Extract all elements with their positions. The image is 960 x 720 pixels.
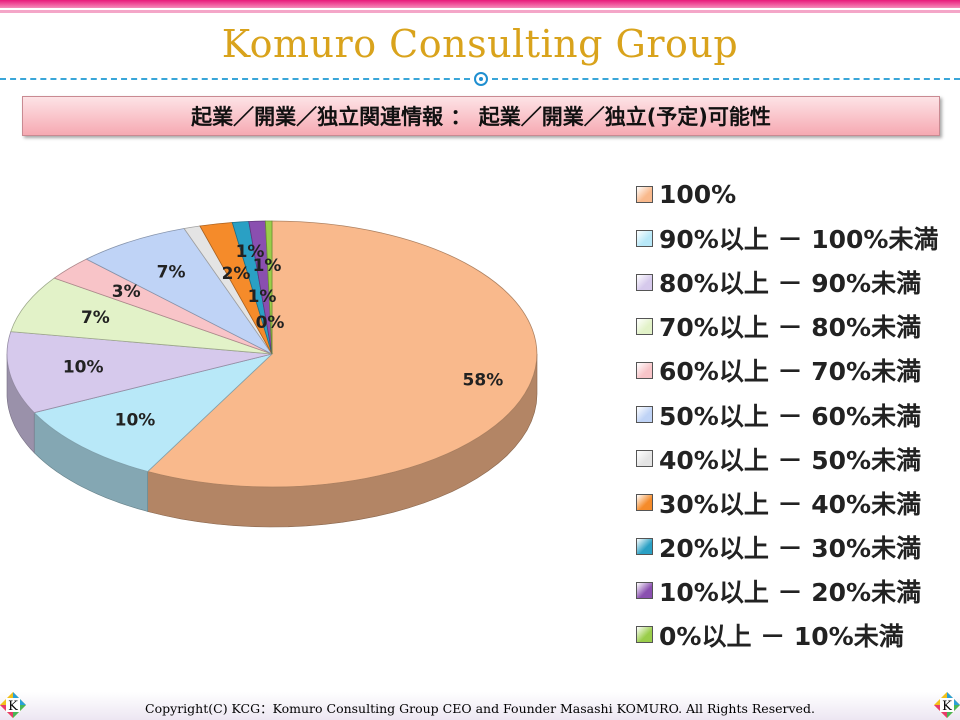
copyright-text: Copyright(C) KCG：Komuro Consulting Group… bbox=[145, 701, 815, 716]
data-label-2: 10% bbox=[63, 358, 104, 378]
legend-swatch-2 bbox=[636, 273, 653, 291]
legend-item-5: 50%以上 － 60%未満 bbox=[636, 392, 958, 436]
legend-label-1: 90%以上 － 100%未満 bbox=[659, 225, 939, 255]
pie-slice-5 bbox=[85, 228, 273, 355]
legend-item-0: 100% bbox=[636, 172, 958, 216]
legend-swatch-8 bbox=[636, 538, 653, 556]
legend-label-7: 30%以上 － 40%未満 bbox=[659, 489, 922, 519]
legend-label-2: 80%以上 － 90%未満 bbox=[659, 269, 922, 299]
data-label-10: 0% bbox=[256, 313, 285, 333]
top-stripe bbox=[0, 0, 960, 8]
data-label-3: 7% bbox=[81, 308, 110, 328]
k-logo-right: K bbox=[934, 692, 960, 718]
legend-swatch-0 bbox=[636, 185, 653, 203]
legend-item-3: 70%以上 － 80%未満 bbox=[636, 304, 958, 348]
divider-dot-icon bbox=[474, 72, 488, 86]
legend-item-8: 20%以上 － 30%未満 bbox=[636, 525, 958, 569]
legend-item-7: 30%以上 － 40%未満 bbox=[636, 481, 958, 525]
pie-sides bbox=[6, 353, 538, 528]
legend-item-9: 10%以上 － 20%未満 bbox=[636, 569, 958, 613]
k-logo-left: K bbox=[0, 692, 26, 718]
legend-swatch-1 bbox=[636, 229, 653, 247]
pie-tops bbox=[6, 220, 538, 488]
legend-item-6: 40%以上 － 50%未満 bbox=[636, 437, 958, 481]
data-label-4: 3% bbox=[112, 282, 141, 302]
data-label-9: 1% bbox=[248, 287, 277, 307]
legend-item-10: 0%以上 － 10%未満 bbox=[636, 613, 958, 657]
k-logo-letter: K bbox=[942, 699, 952, 714]
title-divider-left bbox=[0, 78, 470, 80]
pie-labels: 58%10%10%7%3%7%1%2% 1%1%0% bbox=[63, 242, 503, 431]
chart-legend: 100% 90%以上 － 100%未満 80%以上 － 90%未満 70%以上 － 8… bbox=[636, 172, 958, 657]
legend-swatch-5 bbox=[636, 406, 653, 424]
brand-title: Komuro Consulting Group bbox=[221, 22, 739, 66]
legend-item-4: 60%以上 － 70%未満 bbox=[636, 348, 958, 392]
legend-label-4: 60%以上 － 70%未満 bbox=[659, 357, 922, 387]
legend-label-8: 20%以上 － 30%未満 bbox=[659, 533, 922, 563]
k-logo-letter: K bbox=[8, 699, 18, 714]
data-label-8: 1% bbox=[253, 256, 282, 276]
legend-swatch-3 bbox=[636, 317, 653, 335]
legend-label-0: 100% bbox=[659, 179, 737, 209]
legend-label-3: 70%以上 － 80%未満 bbox=[659, 313, 922, 343]
legend-swatch-7 bbox=[636, 494, 653, 512]
legend-label-6: 40%以上 － 50%未満 bbox=[659, 445, 922, 475]
legend-swatch-10 bbox=[636, 626, 653, 644]
pie-slice-10 bbox=[264, 220, 273, 355]
legend-swatch-6 bbox=[636, 450, 653, 468]
legend-swatch-9 bbox=[636, 582, 653, 600]
data-label-0: 58% bbox=[463, 370, 504, 390]
data-label-7: 2% bbox=[222, 264, 251, 284]
data-label-1: 10% bbox=[115, 411, 156, 431]
pie-slice-0 bbox=[146, 220, 538, 488]
pie-slice-3 bbox=[10, 277, 273, 355]
data-label-6: 1% bbox=[236, 242, 265, 262]
legend-swatch-4 bbox=[636, 361, 653, 379]
subtitle-bar: 起業／開業／独立関連情報 ： 起業／開業／独立(予定)可能性 bbox=[22, 96, 940, 136]
top-stripe-accent bbox=[0, 10, 960, 13]
legend-item-2: 80%以上 － 90%未満 bbox=[636, 260, 958, 304]
title-divider-right bbox=[492, 78, 960, 80]
footer-bar bbox=[0, 692, 960, 720]
legend-item-1: 90%以上 － 100%未満 bbox=[636, 216, 958, 260]
legend-label-10: 0%以上 － 10%未満 bbox=[659, 621, 904, 651]
pie-chart: 58%10%10%7%3%7%1%2% 1%1%0% bbox=[6, 220, 538, 528]
legend-label-5: 50%以上 － 60%未満 bbox=[659, 401, 922, 431]
data-label-5: 7% bbox=[157, 263, 186, 283]
pie-slice-2 bbox=[6, 331, 273, 414]
subtitle-text: 起業／開業／独立関連情報 ： 起業／開業／独立(予定)可能性 bbox=[191, 105, 771, 129]
pie-slice-1 bbox=[33, 353, 274, 472]
legend-label-9: 10%以上 － 20%未満 bbox=[659, 577, 922, 607]
